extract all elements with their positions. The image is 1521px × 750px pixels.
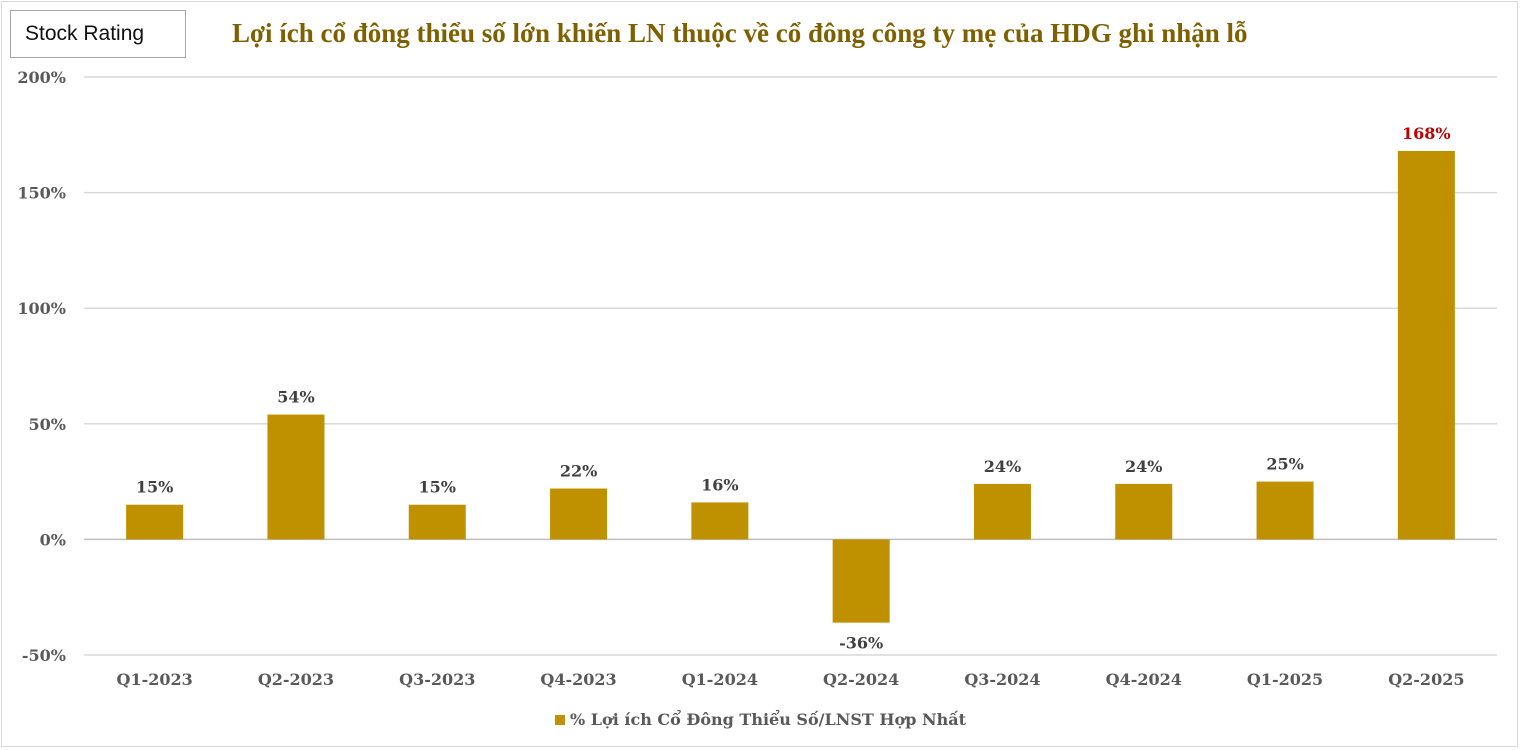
x-tick-label: Q1-2023 xyxy=(117,670,193,689)
legend-label: % Lợi ích Cổ Đông Thiểu Số/LNST Hợp Nhất xyxy=(570,710,966,729)
chart-title: Lợi ích cổ đông thiểu số lớn khiến LN th… xyxy=(232,18,1248,48)
x-tick-label: Q4-2023 xyxy=(540,670,616,689)
bar xyxy=(832,539,890,623)
bar xyxy=(126,504,184,540)
y-tick-label: 150% xyxy=(17,184,66,203)
y-tick-label: 200% xyxy=(17,68,66,87)
legend: % Lợi ích Cổ Đông Thiểu Số/LNST Hợp Nhất xyxy=(0,710,1521,729)
y-tick-label: -50% xyxy=(22,646,66,665)
y-tick-label: 50% xyxy=(29,415,66,434)
data-label: 15% xyxy=(136,478,173,497)
data-label: 16% xyxy=(701,475,738,494)
data-label: 25% xyxy=(1266,455,1303,474)
bar xyxy=(267,414,325,540)
x-tick-label: Q3-2024 xyxy=(964,670,1040,689)
bar xyxy=(1256,481,1314,540)
bar xyxy=(973,483,1031,540)
data-label: 15% xyxy=(419,478,456,497)
bar xyxy=(1115,483,1173,540)
data-label: 24% xyxy=(984,457,1021,476)
y-tick-label: 100% xyxy=(17,299,66,318)
bar xyxy=(550,488,608,540)
x-tick-label: Q4-2024 xyxy=(1106,670,1182,689)
bar xyxy=(1397,150,1455,540)
data-label: 24% xyxy=(1125,457,1162,476)
x-tick-label: Q2-2023 xyxy=(258,670,334,689)
data-label: 54% xyxy=(277,388,314,407)
x-tick-label: Q1-2025 xyxy=(1247,670,1323,689)
x-tick-label: Q3-2023 xyxy=(399,670,475,689)
legend-swatch xyxy=(555,715,566,725)
data-label: 22% xyxy=(560,462,597,481)
x-tick-label: Q2-2025 xyxy=(1388,670,1464,689)
data-label: -36% xyxy=(839,634,883,653)
y-tick-label: 0% xyxy=(40,530,66,549)
stock-rating-badge: Stock Rating xyxy=(10,10,186,58)
bar xyxy=(691,502,749,540)
x-tick-label: Q2-2024 xyxy=(823,670,899,689)
x-tick-label: Q1-2024 xyxy=(682,670,758,689)
bar xyxy=(408,504,466,540)
data-label: 168% xyxy=(1402,124,1451,143)
